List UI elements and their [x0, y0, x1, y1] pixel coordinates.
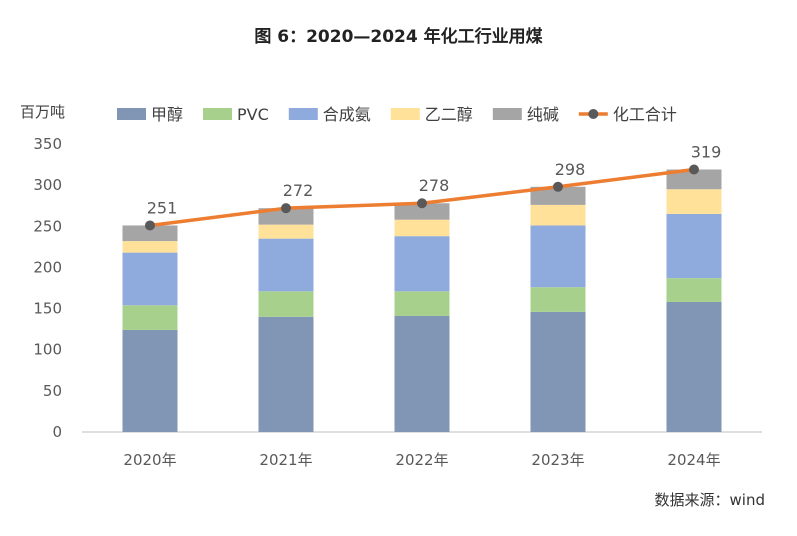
legend-label: PVC [237, 105, 269, 124]
bar-segment [258, 238, 314, 292]
bar-segment [394, 291, 450, 316]
bar-segment [666, 301, 722, 432]
legend-swatch [203, 108, 233, 120]
data-source-note: 数据来源：wind [654, 491, 765, 509]
total-data-label: 319 [691, 143, 722, 162]
bar-segment [394, 236, 450, 292]
y-tick-label: 300 [33, 176, 62, 194]
total-marker [417, 198, 427, 209]
total-marker [145, 220, 155, 231]
bar-segment [258, 316, 314, 432]
y-tick-label: 50 [43, 382, 62, 400]
total-data-label: 251 [147, 198, 178, 217]
total-data-label: 278 [419, 176, 450, 195]
legend-label: 甲醇 [151, 105, 183, 124]
bar-segment [122, 241, 178, 253]
bar-segment [530, 204, 586, 226]
x-tick-label: 2021年 [259, 451, 312, 469]
bar-segment [258, 224, 314, 239]
bar-segment [530, 287, 586, 312]
legend-label: 乙二醇 [425, 105, 473, 124]
bar-segment [666, 278, 722, 302]
bar-segment [530, 186, 586, 205]
total-marker [553, 181, 563, 192]
x-tick-label: 2020年 [123, 451, 176, 469]
bar-segment [122, 305, 178, 330]
legend-swatch [492, 108, 522, 120]
legend-label: 化工合计 [613, 105, 677, 124]
legend-label: 纯碱 [527, 105, 559, 124]
bar-segment [122, 329, 178, 432]
bar-segment [122, 252, 178, 306]
y-tick-label: 350 [33, 135, 62, 153]
y-tick-label: 150 [33, 300, 62, 318]
bar-segment [666, 189, 722, 214]
x-tick-label: 2022年 [395, 451, 448, 469]
x-tick-label: 2024年 [667, 451, 720, 469]
x-tick-label: 2023年 [531, 451, 584, 469]
bar-segment [122, 225, 178, 242]
legend-swatch [288, 108, 318, 120]
bar-segment [666, 169, 722, 190]
legend-swatch [390, 108, 420, 120]
legend-swatch [117, 108, 146, 120]
y-tick-label: 0 [52, 423, 62, 441]
total-marker [689, 164, 699, 175]
legend-line-marker [588, 109, 599, 119]
bar-segment [530, 225, 586, 288]
bar-segment [394, 219, 450, 237]
legend-label: 合成氨 [323, 105, 371, 124]
total-marker [281, 203, 291, 214]
y-tick-label: 200 [33, 258, 62, 276]
total-data-label: 298 [555, 160, 586, 179]
bar-segment [394, 203, 450, 220]
figure-title: 图 6：2020—2024 年化工行业用煤 [254, 27, 543, 47]
bar-segment [258, 291, 314, 317]
bar-segment [530, 311, 586, 432]
y-tick-label: 250 [33, 217, 62, 235]
bar-segment [394, 315, 450, 432]
y-tick-label: 100 [33, 341, 62, 359]
y-unit-label: 百万吨 [20, 103, 66, 121]
bar-segment [666, 213, 722, 279]
total-data-label: 272 [283, 181, 314, 200]
bar-segment [258, 208, 314, 225]
